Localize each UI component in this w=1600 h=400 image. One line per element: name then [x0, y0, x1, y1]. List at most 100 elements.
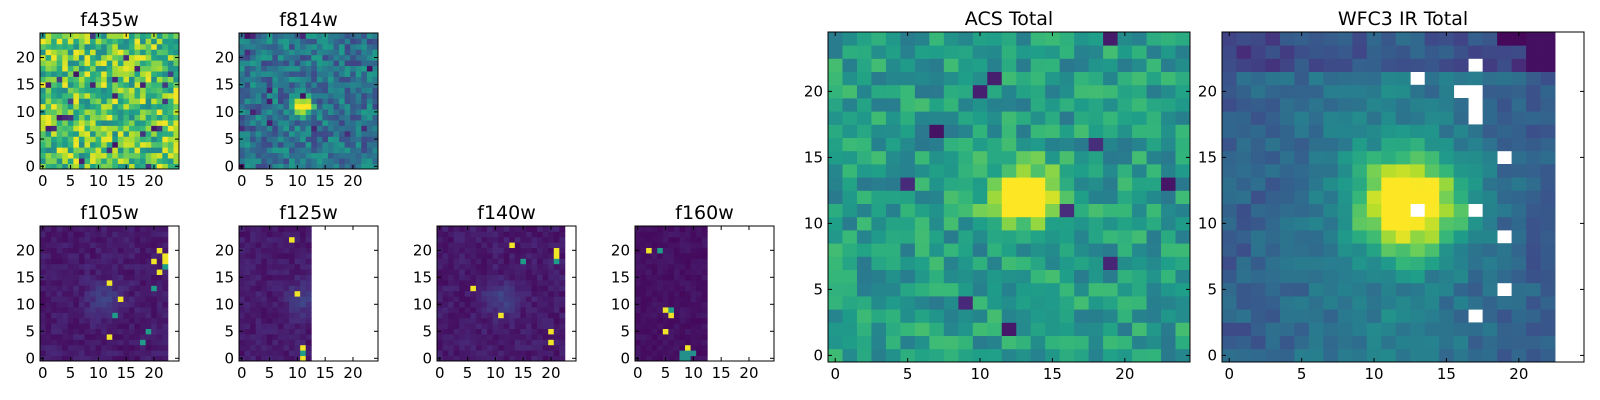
- y-tick-label: 10: [611, 295, 630, 313]
- heatmap-cell: [1511, 137, 1527, 152]
- heatmap-cell: [250, 147, 257, 154]
- heatmap-cell: [987, 84, 1003, 99]
- heatmap-cell: [272, 285, 279, 292]
- heatmap-cell: [156, 285, 163, 292]
- axes-frame: [238, 225, 379, 362]
- heatmap-cell: [437, 290, 443, 297]
- heatmap-cell: [300, 312, 307, 319]
- heatmap-cell: [239, 92, 245, 99]
- heatmap-cell: [1146, 124, 1162, 138]
- heatmap-cell: [84, 312, 91, 319]
- heatmap-cell: [475, 226, 482, 232]
- heatmap-cell: [651, 328, 658, 335]
- heatmap-cell: [333, 163, 340, 170]
- heatmap-cell: [509, 344, 516, 351]
- heatmap-cell: [1279, 71, 1295, 86]
- heatmap-cell: [525, 355, 532, 362]
- heatmap-cell: [503, 296, 510, 302]
- heatmap-cell: [156, 158, 163, 164]
- heatmap-cell: [300, 269, 307, 275]
- heatmap-cell: [300, 163, 307, 170]
- heatmap-cell: [640, 334, 647, 340]
- heatmap-cell: [239, 38, 245, 45]
- heatmap-cell: [300, 258, 307, 265]
- heatmap-cell: [123, 323, 130, 329]
- heatmap-cell: [305, 163, 312, 170]
- heatmap-cell: [1074, 282, 1090, 297]
- heatmap-cell: [73, 114, 80, 121]
- heatmap-cell: [123, 258, 130, 265]
- heatmap-cell: [503, 253, 510, 259]
- heatmap-cell: [305, 263, 312, 270]
- heatmap-cell: [498, 247, 505, 254]
- heatmap-cell: [1308, 203, 1324, 218]
- heatmap-cell: [900, 98, 916, 112]
- heatmap-cell: [1045, 282, 1061, 297]
- heatmap-cell: [1468, 256, 1484, 270]
- heatmap-cell: [123, 328, 130, 335]
- heatmap-cell: [45, 125, 52, 132]
- heatmap-cell: [156, 280, 163, 286]
- heatmap-cell: [51, 231, 58, 238]
- heatmap-cell: [261, 120, 268, 126]
- heatmap-cell: [95, 269, 102, 275]
- heatmap-cell: [344, 136, 351, 143]
- heatmap-cell: [514, 350, 521, 356]
- heatmap-cell: [134, 350, 141, 356]
- heatmap-cell: [442, 231, 449, 238]
- heatmap-cell: [316, 109, 323, 115]
- heatmap-cell: [1439, 150, 1455, 165]
- heatmap-cell: [958, 45, 974, 59]
- heatmap-cell: [250, 328, 257, 335]
- heatmap-cell: [1540, 269, 1556, 284]
- heatmap-cell: [67, 307, 74, 313]
- heatmap-cell: [1132, 124, 1147, 138]
- heatmap-cell: [1103, 309, 1118, 323]
- heatmap-cell: [1045, 164, 1061, 178]
- heatmap-cell: [437, 296, 443, 302]
- heatmap-cell: [1175, 98, 1191, 112]
- heatmap-cell: [294, 317, 301, 324]
- heatmap-cell: [657, 334, 664, 340]
- heatmap-cell: [509, 242, 516, 248]
- heatmap-cell: [78, 274, 85, 281]
- heatmap-cell: [958, 111, 974, 125]
- heatmap-cell: [140, 226, 147, 232]
- heatmap-cell: [134, 290, 141, 297]
- heatmap-cell: [1045, 348, 1061, 363]
- heatmap-cell: [1337, 71, 1353, 86]
- heatmap-cell: [140, 141, 147, 148]
- heatmap-cell: [67, 328, 74, 335]
- heatmap-cell: [1511, 243, 1527, 257]
- heatmap-cell: [84, 328, 91, 335]
- heatmap-cell: [123, 152, 130, 159]
- heatmap-cell: [90, 65, 96, 72]
- heatmap-cell: [520, 258, 527, 265]
- heatmap-cell: [45, 290, 52, 297]
- heatmap-cell: [1001, 177, 1017, 191]
- heatmap-cell: [492, 296, 499, 302]
- heatmap-cell: [151, 130, 158, 137]
- heatmap-cell: [1059, 32, 1075, 46]
- heatmap-cell: [481, 247, 488, 254]
- heatmap-cell: [685, 301, 691, 308]
- heatmap-cell: [525, 312, 532, 319]
- heatmap-cell: [344, 81, 351, 88]
- heatmap-cell: [987, 71, 1003, 86]
- heatmap-cell: [662, 280, 669, 286]
- heatmap-cell: [1366, 203, 1382, 218]
- heatmap-cell: [84, 38, 91, 45]
- heatmap-cell: [1381, 322, 1397, 336]
- heatmap-cell: [289, 317, 295, 324]
- heatmap-cell: [1222, 335, 1237, 350]
- heatmap-cell: [255, 87, 262, 94]
- heatmap-cell: [117, 103, 124, 110]
- heatmap-cell: [1366, 177, 1382, 191]
- heatmap-cell: [958, 177, 974, 191]
- heatmap-cell: [1511, 32, 1527, 46]
- heatmap-cell: [350, 60, 357, 67]
- heatmap-cell: [316, 60, 323, 67]
- heatmap-cell: [67, 269, 74, 275]
- heatmap-cell: [943, 45, 959, 59]
- heatmap-cell: [62, 274, 69, 281]
